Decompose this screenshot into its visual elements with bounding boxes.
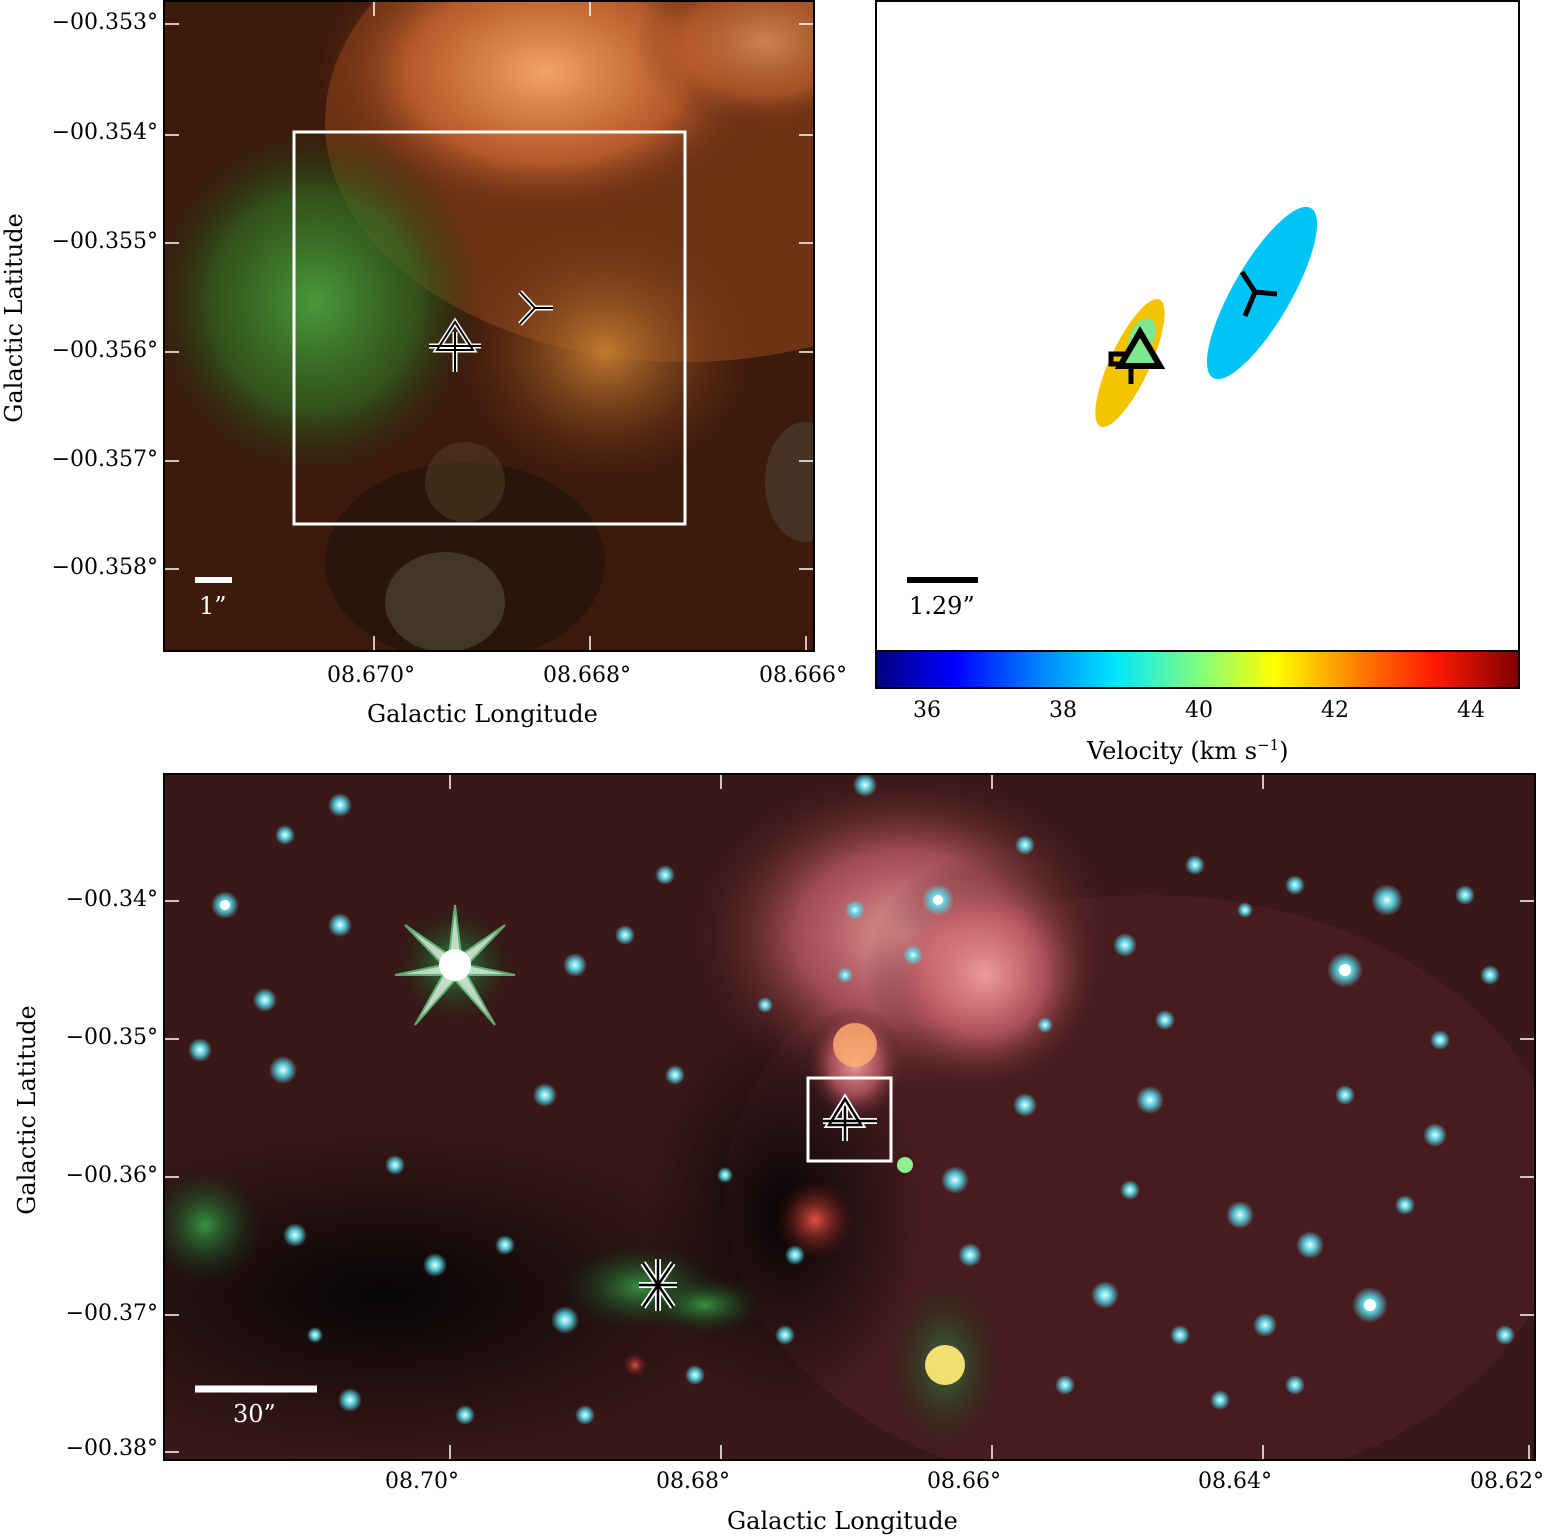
x-tick-label: 08.66° [927, 1469, 1001, 1494]
y-tick-label: −00.36° [65, 1163, 158, 1188]
bottom-color-image [165, 775, 1534, 1459]
x-tick-label: 08.666° [759, 663, 847, 688]
x-tick-label: 08.68° [656, 1469, 730, 1494]
x-tick-label: 08.70° [385, 1469, 459, 1494]
colorbar-tick-label: 44 [1457, 698, 1485, 723]
colorbar-tick-label: 36 [913, 698, 941, 723]
y-tick-label: −00.35° [65, 1025, 158, 1050]
top-left-scalebar-label: 1” [199, 592, 227, 620]
x-tick-label: 08.64° [1198, 1469, 1272, 1494]
y-tick-label: −00.37° [65, 1301, 158, 1326]
y-tick-label: −00.354° [51, 120, 158, 145]
velocity-map [907, 206, 1318, 583]
colorbar-tick-label: 38 [1049, 698, 1077, 723]
bottom-y-axis-title: Galactic Latitude [13, 1005, 41, 1215]
source-markers [1108, 270, 1278, 384]
x-tick-label: 08.670° [327, 663, 415, 688]
top-left-color-image [165, 2, 813, 650]
colorbar-title-exponent: −1 [1257, 736, 1280, 754]
colorbar-tick-label: 40 [1185, 698, 1213, 723]
y-tick-label: −00.357° [51, 447, 158, 472]
top-right-scalebar-label: 1.29” [909, 592, 975, 620]
x-tick-label: 08.62° [1470, 1469, 1544, 1494]
y-tick-label: −00.34° [65, 887, 158, 912]
top-left-x-axis-title: Galactic Longitude [367, 700, 598, 728]
y-tick-label: −00.353° [51, 10, 158, 35]
x-tick-label: 08.668° [543, 663, 631, 688]
bottom-scalebar-label: 30” [233, 1400, 276, 1428]
colorbar-title-close: ) [1279, 737, 1289, 765]
top-left-image-panel: 1” [163, 0, 815, 652]
bottom-x-axis-title: Galactic Longitude [727, 1507, 958, 1535]
zoom-region-box [806, 1076, 893, 1163]
top-left-y-axis-title: Galactic Latitude [0, 213, 28, 423]
y-tick-label: −00.355° [51, 229, 158, 254]
top-right-velocity-panel: 1.29” [875, 0, 1520, 652]
velocity-colorbar [875, 650, 1520, 689]
bottom-field-image-panel: 30” [163, 773, 1536, 1461]
y-tick-label: −00.356° [51, 338, 158, 363]
zoom-region-box [292, 130, 687, 526]
y-tick-label: −00.38° [65, 1436, 158, 1461]
star-field [188, 775, 1515, 1425]
colorbar-tick-label: 42 [1321, 698, 1349, 723]
y-tick-label: −00.358° [51, 555, 158, 580]
colorbar-title-main: Velocity (km s [1087, 737, 1258, 765]
colorbar-title: Velocity (km s−1) [1087, 736, 1289, 765]
